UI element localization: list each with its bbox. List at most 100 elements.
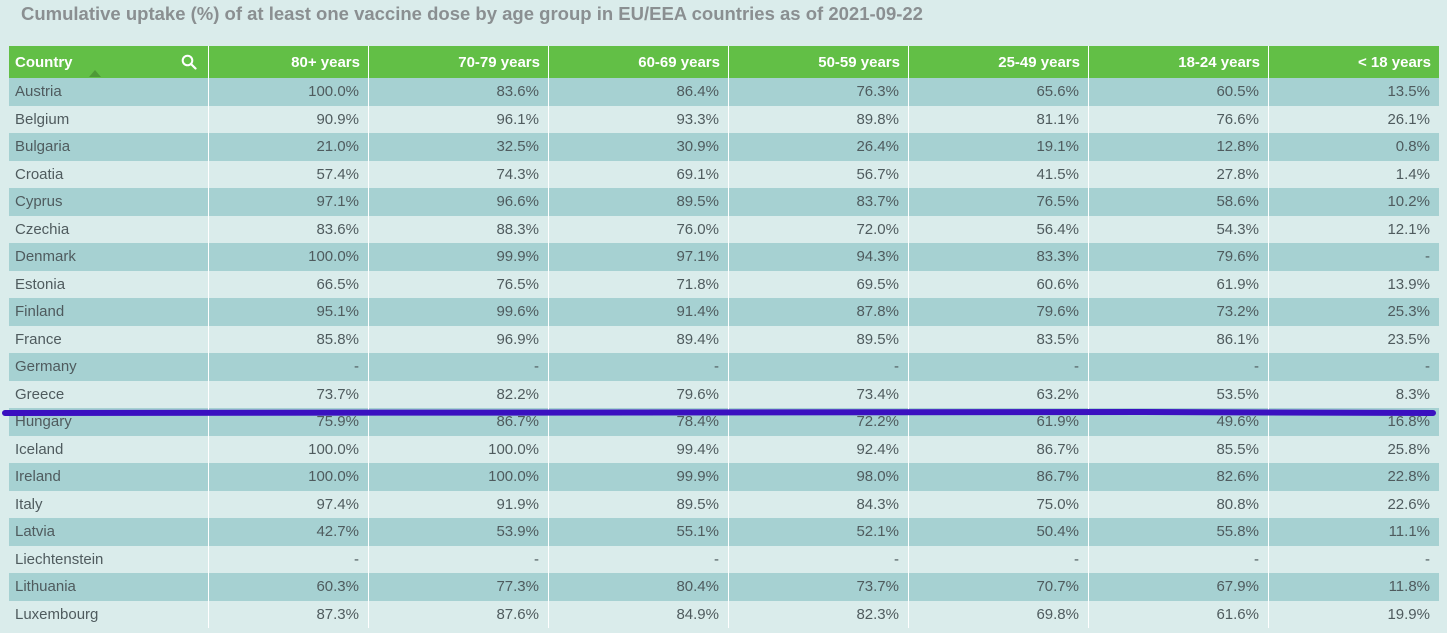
column-header-25-49-years[interactable]: 25-49 years: [909, 46, 1089, 78]
country-cell: Latvia: [9, 518, 209, 546]
value-cell-50-59-years: 92.4%: [729, 435, 909, 463]
value-cell-18-24-years: 67.9%: [1089, 573, 1269, 601]
value-cell-80-years: 73.7%: [209, 380, 369, 408]
value-cell-18-years: -: [1269, 545, 1439, 573]
value-cell-50-59-years: 94.3%: [729, 243, 909, 271]
value-cell-70-79-years: 88.3%: [369, 215, 549, 243]
value-cell-18-years: 25.3%: [1269, 298, 1439, 326]
value-cell-80-years: 21.0%: [209, 133, 369, 161]
value-cell-18-24-years: -: [1089, 545, 1269, 573]
value-cell-50-59-years: 56.7%: [729, 160, 909, 188]
value-cell-80-years: 100.0%: [209, 243, 369, 271]
sort-ascending-icon[interactable]: [89, 70, 101, 77]
value-cell-70-79-years: 96.9%: [369, 325, 549, 353]
value-cell-80-years: -: [209, 353, 369, 381]
value-cell-80-years: 87.3%: [209, 600, 369, 628]
value-cell-25-49-years: 75.0%: [909, 490, 1089, 518]
value-cell-18-24-years: 12.8%: [1089, 133, 1269, 161]
value-cell-60-69-years: 93.3%: [549, 105, 729, 133]
value-cell-70-79-years: 53.9%: [369, 518, 549, 546]
country-cell: Germany: [9, 353, 209, 381]
value-cell-18-years: 11.1%: [1269, 518, 1439, 546]
value-cell-60-69-years: 76.0%: [549, 215, 729, 243]
value-cell-60-69-years: 91.4%: [549, 298, 729, 326]
table-grid: Country 80+ years 70-79 years 60-69 years 50…: [9, 46, 1439, 628]
search-icon[interactable]: [180, 53, 198, 71]
value-cell-70-79-years: 82.2%: [369, 380, 549, 408]
scrollbar[interactable]: [1439, 46, 1447, 633]
value-cell-80-years: -: [209, 545, 369, 573]
value-cell-18-24-years: 49.6%: [1089, 408, 1269, 436]
value-cell-25-49-years: 63.2%: [909, 380, 1089, 408]
country-cell: Belgium: [9, 105, 209, 133]
column-header-60-69-years[interactable]: 60-69 years: [549, 46, 729, 78]
country-cell: Denmark: [9, 243, 209, 271]
value-cell-80-years: 66.5%: [209, 270, 369, 298]
value-cell-18-24-years: 76.6%: [1089, 105, 1269, 133]
value-cell-70-79-years: 100.0%: [369, 435, 549, 463]
value-cell-70-79-years: 86.7%: [369, 408, 549, 436]
value-cell-50-59-years: 73.7%: [729, 573, 909, 601]
value-cell-18-24-years: 55.8%: [1089, 518, 1269, 546]
value-cell-18-24-years: 54.3%: [1089, 215, 1269, 243]
value-cell-60-69-years: 89.5%: [549, 490, 729, 518]
value-cell-25-49-years: 86.7%: [909, 463, 1089, 491]
country-cell: Austria: [9, 78, 209, 106]
value-cell-18-years: 16.8%: [1269, 408, 1439, 436]
value-cell-80-years: 100.0%: [209, 435, 369, 463]
value-cell-70-79-years: 76.5%: [369, 270, 549, 298]
column-header-18-years[interactable]: < 18 years: [1269, 46, 1439, 78]
value-cell-70-79-years: -: [369, 545, 549, 573]
value-cell-25-49-years: 60.6%: [909, 270, 1089, 298]
value-cell-50-59-years: 82.3%: [729, 600, 909, 628]
value-cell-60-69-years: 89.4%: [549, 325, 729, 353]
value-cell-70-79-years: 96.6%: [369, 188, 549, 216]
value-cell-18-24-years: 85.5%: [1089, 435, 1269, 463]
value-cell-50-59-years: 73.4%: [729, 380, 909, 408]
value-cell-70-79-years: 32.5%: [369, 133, 549, 161]
value-cell-60-69-years: 69.1%: [549, 160, 729, 188]
value-cell-60-69-years: 71.8%: [549, 270, 729, 298]
column-header-70-79-years[interactable]: 70-79 years: [369, 46, 549, 78]
country-cell: Bulgaria: [9, 133, 209, 161]
value-cell-18-years: 0.8%: [1269, 133, 1439, 161]
column-header-country[interactable]: Country: [9, 46, 209, 78]
value-cell-18-years: 25.8%: [1269, 435, 1439, 463]
value-cell-25-49-years: 69.8%: [909, 600, 1089, 628]
value-cell-18-years: 19.9%: [1269, 600, 1439, 628]
column-header-label: 50-59 years: [818, 53, 900, 71]
value-cell-60-69-years: -: [549, 353, 729, 381]
value-cell-60-69-years: 86.4%: [549, 78, 729, 106]
value-cell-70-79-years: 87.6%: [369, 600, 549, 628]
value-cell-50-59-years: 76.3%: [729, 78, 909, 106]
value-cell-18-24-years: 58.6%: [1089, 188, 1269, 216]
value-cell-60-69-years: 97.1%: [549, 243, 729, 271]
column-header-50-59-years[interactable]: 50-59 years: [729, 46, 909, 78]
value-cell-25-49-years: 50.4%: [909, 518, 1089, 546]
value-cell-18-years: -: [1269, 243, 1439, 271]
value-cell-50-59-years: 72.0%: [729, 215, 909, 243]
country-cell: Cyprus: [9, 188, 209, 216]
column-header-18-24-years[interactable]: 18-24 years: [1089, 46, 1269, 78]
country-cell: Czechia: [9, 215, 209, 243]
value-cell-18-years: 22.8%: [1269, 463, 1439, 491]
value-cell-50-59-years: 72.2%: [729, 408, 909, 436]
value-cell-25-49-years: 65.6%: [909, 78, 1089, 106]
value-cell-60-69-years: 79.6%: [549, 380, 729, 408]
value-cell-18-24-years: 27.8%: [1089, 160, 1269, 188]
value-cell-18-years: 8.3%: [1269, 380, 1439, 408]
value-cell-70-79-years: -: [369, 353, 549, 381]
value-cell-60-69-years: -: [549, 545, 729, 573]
value-cell-18-24-years: 61.6%: [1089, 600, 1269, 628]
column-header-80-years[interactable]: 80+ years: [209, 46, 369, 78]
value-cell-60-69-years: 30.9%: [549, 133, 729, 161]
value-cell-60-69-years: 89.5%: [549, 188, 729, 216]
value-cell-50-59-years: 89.5%: [729, 325, 909, 353]
value-cell-25-49-years: 61.9%: [909, 408, 1089, 436]
value-cell-18-years: 1.4%: [1269, 160, 1439, 188]
value-cell-18-24-years: 80.8%: [1089, 490, 1269, 518]
value-cell-80-years: 57.4%: [209, 160, 369, 188]
value-cell-50-59-years: 87.8%: [729, 298, 909, 326]
value-cell-18-24-years: -: [1089, 353, 1269, 381]
value-cell-50-59-years: 98.0%: [729, 463, 909, 491]
